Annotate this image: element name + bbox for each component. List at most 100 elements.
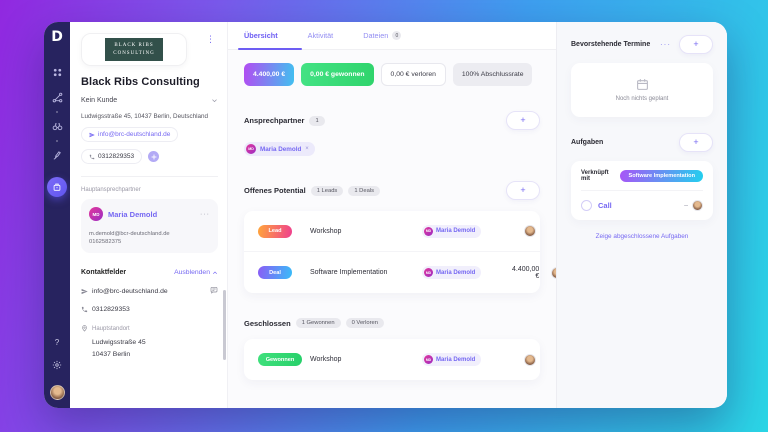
add-deal-button[interactable]: + xyxy=(506,181,540,200)
owner-name: Maria Demold xyxy=(436,228,476,234)
phone-settings-icon[interactable] xyxy=(148,151,160,162)
owner-name: Maria Demold xyxy=(436,269,476,276)
task-row: Call – xyxy=(581,200,703,211)
owner-name: Maria Demold xyxy=(436,356,476,363)
location-label: Hauptstandort xyxy=(92,325,130,332)
contact-chip-name: Maria Demold xyxy=(260,145,302,153)
right-panel: Bevorstehende Termine ··· + Noch nichts … xyxy=(556,22,727,408)
remove-contact-icon[interactable]: × xyxy=(305,146,309,152)
tab-aktivitaet-label: Aktivität xyxy=(307,31,334,40)
chevron-up-icon xyxy=(213,271,217,274)
contact-fields-title: Kontaktfelder xyxy=(81,269,127,276)
show-completed-tasks-link[interactable]: Zeige abgeschlossene Aufgaben xyxy=(595,233,689,240)
contact-menu-button[interactable]: ··· xyxy=(200,210,210,218)
message-icon[interactable] xyxy=(210,286,218,296)
owner-initials-avatar: MD xyxy=(424,226,433,236)
company-name: Black Ribs Consulting xyxy=(81,76,200,88)
company-logo-line2: CONSULTING xyxy=(113,50,155,56)
main-contact-label: Hauptansprechpartner xyxy=(81,187,141,193)
company-panel: BLACK RIBS CONSULTING ⋮ Black Ribs Consu… xyxy=(70,22,228,408)
hide-fields-link[interactable]: Ausblenden xyxy=(174,269,218,276)
contact-name[interactable]: Maria Demold xyxy=(108,209,158,219)
customer-status-value: Kein Kunde xyxy=(81,97,118,104)
closed-section-title: Geschlossen xyxy=(244,318,291,328)
nav-dot xyxy=(56,140,58,142)
main-contact-card[interactable]: MD Maria Demold ··· m.demold@bcr-deutsch… xyxy=(81,199,218,253)
company-phone-button[interactable]: 0312829353 xyxy=(81,149,143,164)
task-due-placeholder: – xyxy=(684,202,688,209)
field-phone-row: 0312829353 xyxy=(81,306,218,313)
send-icon xyxy=(81,288,88,294)
tab-bar: Übersicht Aktivität Dateien 0 xyxy=(228,22,556,50)
owner-chip[interactable]: MD Maria Demold xyxy=(422,353,482,366)
field-phone-value: 0312829353 xyxy=(92,306,130,313)
owner-initials-avatar: MD xyxy=(424,268,433,277)
dashboard-icon[interactable] xyxy=(52,67,63,78)
deal-type-badge: Deal xyxy=(258,266,292,279)
table-row[interactable]: Deal Software Implementation MD Maria De… xyxy=(244,252,564,293)
network-icon[interactable] xyxy=(52,92,63,103)
active-tab-underline xyxy=(238,48,302,50)
deal-name[interactable]: Workshop xyxy=(310,356,342,363)
task-checkbox[interactable] xyxy=(581,200,592,211)
customer-status-select[interactable]: Kein Kunde xyxy=(81,97,218,104)
main-content: Übersicht Aktivität Dateien 0 4.400,00 €… xyxy=(228,22,564,408)
add-task-button[interactable]: + xyxy=(679,133,713,152)
assignee-avatar[interactable] xyxy=(524,225,536,237)
tab-dateien[interactable]: Dateien 0 xyxy=(363,31,402,40)
table-row[interactable]: Gewonnen Workshop MD Maria Demold xyxy=(244,339,540,380)
panel-scrollbar[interactable] xyxy=(223,290,226,360)
appointments-empty-card: Noch nichts geplant xyxy=(571,63,713,117)
contract-icon[interactable] xyxy=(52,150,63,161)
assignee-avatar[interactable] xyxy=(524,353,536,366)
location-pin-icon xyxy=(82,325,87,332)
phone-icon xyxy=(89,154,95,159)
contacts-count-badge: 1 xyxy=(309,115,325,126)
closed-card: Gewonnen Workshop MD Maria Demold xyxy=(244,339,540,380)
tab-dateien-label: Dateien xyxy=(363,31,389,40)
appointments-menu-button[interactable]: ··· xyxy=(660,40,671,49)
app-logo[interactable]: D xyxy=(51,29,63,45)
table-row[interactable]: Lead Workshop MD Maria Demold xyxy=(244,211,540,252)
deal-name[interactable]: Workshop xyxy=(310,227,342,235)
tab-aktivitaet[interactable]: Aktivität xyxy=(308,31,334,40)
contact-chip[interactable]: MD Maria Demold × xyxy=(244,142,315,156)
help-icon[interactable]: ? xyxy=(54,338,60,347)
task-card: Verknüpft mit Software Implementation Ca… xyxy=(571,161,713,220)
settings-icon[interactable] xyxy=(52,357,62,375)
deal-name[interactable]: Software Implementation xyxy=(310,269,388,276)
binoculars-icon[interactable] xyxy=(52,121,63,132)
contact-email: m.demold@bcr-deutschland.de xyxy=(89,231,170,237)
tasks-title: Aufgaben xyxy=(571,139,604,146)
open-section-title: Offenes Potential xyxy=(244,186,306,195)
company-logo: BLACK RIBS CONSULTING xyxy=(81,33,187,66)
appointments-empty-text: Noch nichts geplant xyxy=(615,96,669,102)
task-name[interactable]: Call xyxy=(598,201,612,210)
company-email-button[interactable]: info@brc-deutschland.de xyxy=(81,127,179,142)
stats-row: 4.400,00 € 0,00 € gewonnen 0,00 € verlor… xyxy=(244,63,540,86)
chevron-down-icon xyxy=(212,99,217,103)
task-assignee-avatar[interactable] xyxy=(692,200,703,211)
tab-uebersicht[interactable]: Übersicht xyxy=(244,31,278,40)
companies-icon[interactable] xyxy=(47,177,67,197)
field-email-value: info@brc-deutschland.de xyxy=(92,287,168,295)
stat-won: 0,00 € gewonnen xyxy=(301,63,374,86)
phone-icon xyxy=(81,306,88,313)
company-address: Ludwigsstraße 45, 10437 Berlin, Deutschl… xyxy=(81,113,209,120)
open-leads-badge: 1 Leads xyxy=(310,185,344,196)
owner-chip[interactable]: MD Maria Demold xyxy=(422,266,482,279)
owner-chip[interactable]: MD Maria Demold xyxy=(422,224,482,238)
user-avatar[interactable] xyxy=(49,385,65,400)
add-contact-button[interactable]: + xyxy=(506,111,540,130)
contacts-section-title: Ansprechpartner xyxy=(244,116,305,125)
stat-pipeline-value: 4.400,00 € xyxy=(244,63,295,86)
linked-deal-badge[interactable]: Software Implementation xyxy=(620,170,703,182)
field-email-row: info@brc-deutschland.de xyxy=(81,286,218,296)
nav-dot xyxy=(56,111,58,113)
linked-with-label: Verknüpft mit xyxy=(581,170,609,182)
tab-uebersicht-label: Übersicht xyxy=(244,31,278,40)
open-potential-card: Lead Workshop MD Maria Demold Deal Softw… xyxy=(244,211,564,293)
add-appointment-button[interactable]: + xyxy=(679,35,713,54)
company-menu-button[interactable]: ⋮ xyxy=(206,34,215,44)
owner-initials-avatar: MD xyxy=(424,355,433,364)
